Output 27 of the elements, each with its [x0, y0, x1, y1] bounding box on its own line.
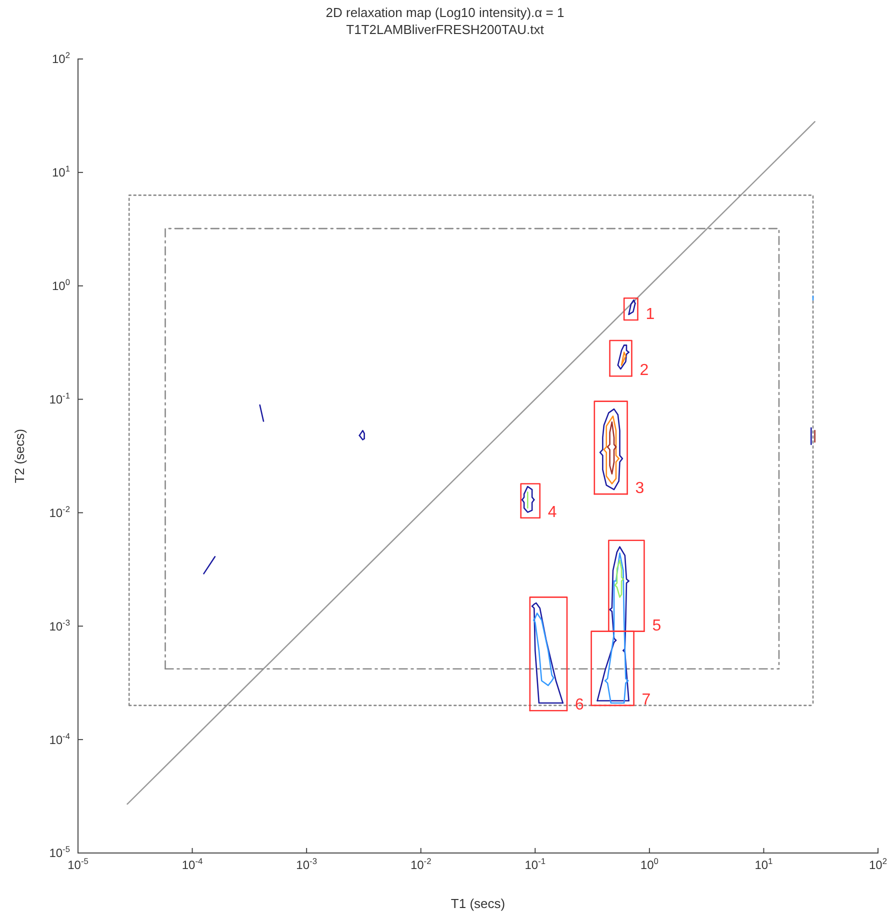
y-tick-label: 10$^{-3}$ — [49, 617, 70, 634]
x-axis-title: T1 (secs) — [450, 896, 506, 911]
x-tick-label: 10$^{-1}$ — [524, 856, 546, 872]
x-tick-label: 10$^{-5}$ — [68, 856, 89, 872]
annotation: 1 — [646, 306, 655, 324]
y-tick-label: 10$^{-2}$ — [49, 504, 70, 520]
x-tick-label: 10$^{-3}$ — [296, 856, 318, 872]
x-tick-label: 10$^{-4}$ — [182, 856, 204, 872]
y-tick-label: 10$^{0}$ — [52, 277, 70, 294]
y-tick-label: 10$^{-1}$ — [49, 390, 70, 406]
y-tick-label: 10$^{-4}$ — [49, 730, 70, 747]
chart-subtitle: T1T2LAMBliverFRESH200TAU.txt — [346, 22, 544, 37]
y-tick-label: 10$^{1}$ — [52, 164, 70, 180]
y-axis-title: T2 (secs) — [12, 428, 27, 484]
annotation: 6 — [575, 696, 584, 714]
x-tick-label: 10$^{1}$ — [754, 856, 774, 872]
annotation: 2 — [640, 362, 649, 380]
annotation: 5 — [652, 617, 662, 634]
x-tick-label: 10$^{0}$ — [640, 856, 659, 872]
x-tick-label: 10$^{2}$ — [868, 856, 888, 872]
annotation: 7 — [642, 691, 651, 708]
y-tick-label: 10$^{2}$ — [52, 50, 70, 66]
annotation: 3 — [635, 480, 644, 498]
x-tick-label: 10$^{-2}$ — [410, 856, 432, 872]
y-tick-label: 10$^{-5}$ — [49, 844, 70, 860]
annotation: 4 — [548, 504, 557, 521]
chart-title: 2D relaxation map (Log10 intensity).α = 1 — [326, 5, 564, 20]
